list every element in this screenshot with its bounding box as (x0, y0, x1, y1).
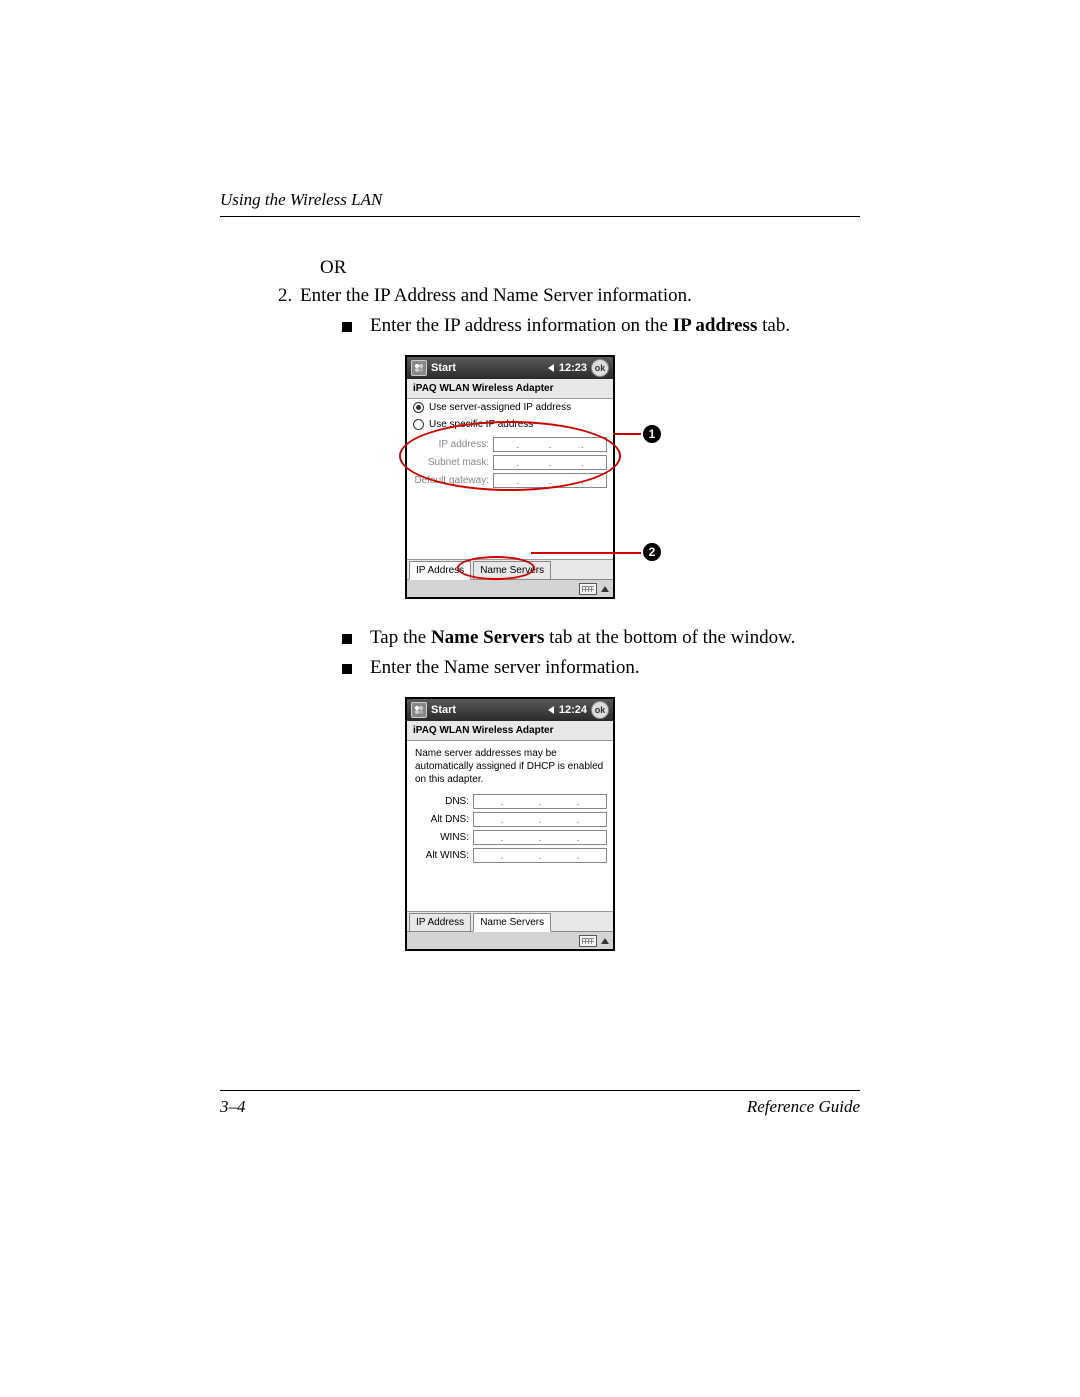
screenshot-2-wrap: Start 12:24 ok iPAQ WLAN Wireless Adapte… (220, 697, 860, 957)
bullet-2: Tap the Name Servers tab at the bottom o… (342, 627, 860, 649)
sip-row-2 (407, 931, 613, 949)
up-arrow-icon[interactable] (601, 938, 609, 944)
bullet-icon (342, 664, 352, 674)
tab-ip-address-2[interactable]: IP Address (409, 913, 471, 931)
clock-1: 12:23 (559, 362, 587, 374)
alt-dns-input[interactable]: ... (473, 812, 607, 827)
ok-button-2[interactable]: ok (591, 701, 609, 719)
alt-dns-label: Alt DNS: (413, 814, 473, 825)
body-area-2: Name server addresses may be automatical… (407, 741, 613, 911)
windows-flag-icon[interactable] (411, 360, 427, 376)
default-gateway-label: Default gateway: (413, 475, 493, 486)
bullet-3-text: Enter the Name server information. (370, 657, 640, 679)
tab-ip-address-1[interactable]: IP Address (409, 561, 471, 580)
footer-rule (220, 1090, 860, 1091)
page-header: Using the Wireless LAN (220, 190, 860, 210)
callout-number-1: 1 (643, 425, 661, 443)
ip-address-input[interactable]: ... (493, 437, 607, 452)
screenshot-1-wrap: Start 12:23 ok iPAQ WLAN Wireless Adapte… (220, 355, 860, 605)
callout-line-2 (531, 552, 641, 554)
callout-line-1 (613, 433, 641, 435)
tab-name-servers-2[interactable]: Name Servers (473, 913, 551, 932)
bullet-icon (342, 634, 352, 644)
subnet-mask-label: Subnet mask: (413, 457, 493, 468)
header-rule (220, 216, 860, 217)
dhcp-info-text: Name server addresses may be automatical… (407, 741, 613, 790)
radio-icon-unchecked[interactable] (413, 419, 424, 430)
start-label-2[interactable]: Start (431, 704, 456, 716)
wins-label: WINS: (413, 832, 473, 843)
device-screenshot-2: Start 12:24 ok iPAQ WLAN Wireless Adapte… (405, 697, 615, 951)
alt-wins-label: Alt WINS: (413, 850, 473, 861)
wins-input[interactable]: ... (473, 830, 607, 845)
subheader-1: iPAQ WLAN Wireless Adapter (407, 379, 613, 399)
dns-label: DNS: (413, 796, 473, 807)
step-number: 2. (278, 285, 300, 307)
ok-button-1[interactable]: ok (591, 359, 609, 377)
radio-icon-checked[interactable] (413, 402, 424, 413)
dns-input[interactable]: ... (473, 794, 607, 809)
bullet-3: Enter the Name server information. (342, 657, 860, 679)
speaker-icon[interactable] (548, 364, 554, 372)
bullet-icon (342, 322, 352, 332)
tabs-1: IP Address Name Servers (407, 559, 613, 579)
body-area-1: Use server-assigned IP address Use speci… (407, 399, 613, 559)
ip-address-label: IP address: (413, 439, 493, 450)
step-text: Enter the IP Address and Name Server inf… (300, 285, 692, 307)
default-gateway-input[interactable]: ... (493, 473, 607, 488)
footer: 3–4 Reference Guide (220, 1090, 860, 1117)
clock-2: 12:24 (559, 704, 587, 716)
titlebar-1: Start 12:23 ok (407, 357, 613, 379)
tabs-2: IP Address Name Servers (407, 911, 613, 931)
step-2: 2. Enter the IP Address and Name Server … (278, 285, 860, 307)
bullet-1-text: Enter the IP address information on the … (370, 315, 790, 337)
keyboard-icon[interactable] (579, 935, 597, 947)
speaker-icon[interactable] (548, 706, 554, 714)
radio-specific-ip[interactable]: Use specific IP address (407, 416, 613, 433)
start-label[interactable]: Start (431, 362, 456, 374)
up-arrow-icon[interactable] (601, 586, 609, 592)
sip-row-1 (407, 579, 613, 597)
or-text: OR (320, 257, 860, 279)
bullet-1: Enter the IP address information on the … (342, 315, 860, 337)
page-number: 3–4 (220, 1097, 246, 1117)
titlebar-2: Start 12:24 ok (407, 699, 613, 721)
radio-server-assigned[interactable]: Use server-assigned IP address (407, 399, 613, 416)
keyboard-icon[interactable] (579, 583, 597, 595)
alt-wins-input[interactable]: ... (473, 848, 607, 863)
bullet-2-text: Tap the Name Servers tab at the bottom o… (370, 627, 795, 649)
windows-flag-icon[interactable] (411, 702, 427, 718)
device-screenshot-1: Start 12:23 ok iPAQ WLAN Wireless Adapte… (405, 355, 615, 599)
tab-name-servers-1[interactable]: Name Servers (473, 561, 551, 579)
footer-title: Reference Guide (747, 1097, 860, 1117)
callout-number-2: 2 (643, 543, 661, 561)
subheader-2: iPAQ WLAN Wireless Adapter (407, 721, 613, 741)
subnet-mask-input[interactable]: ... (493, 455, 607, 470)
